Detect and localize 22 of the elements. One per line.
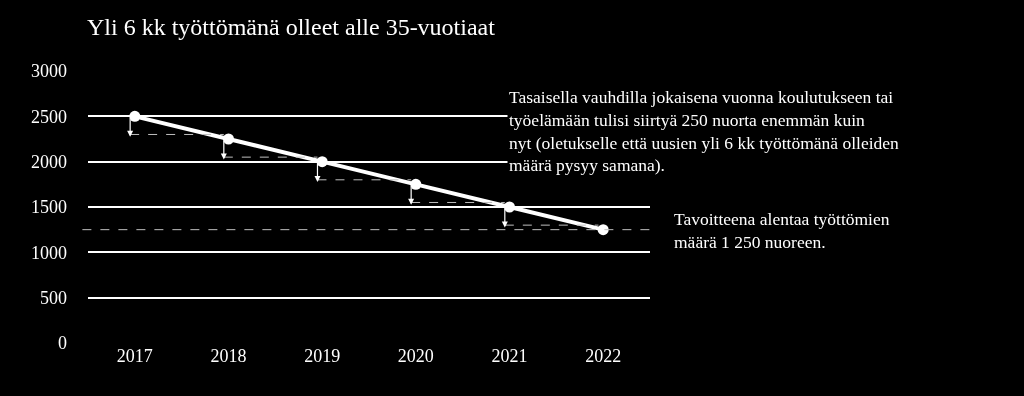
point <box>129 110 141 122</box>
point <box>597 224 609 236</box>
chart-title: Yli 6 kk työttömänä olleet alle 35-vuotiaat <box>87 13 496 40</box>
y-tick-label: 500 <box>40 287 67 308</box>
annotation: Tasaisella vauhdilla jokaisena vuonna koulutukseen tai työelämään tulisi siirtyä 250 nuorta enemmän kuin nyt (oletukselle että uusien yli 6 kk työttömänä olleiden määrä pysyy samana). <box>509 87 900 176</box>
x-tick-label: 2021 <box>491 346 528 366</box>
text: Tavoitteena alentaa työttömien määrä 1 250 nuoreen. <box>674 209 890 252</box>
y-tick-label: 2000 <box>31 151 67 172</box>
y-tick-label: 1000 <box>31 242 67 263</box>
x-tick-label: 2017 <box>116 346 153 366</box>
x-tick-label: 2019 <box>304 346 341 366</box>
x-tick-label: 2022 <box>585 346 622 366</box>
y-tick-label: 1500 <box>31 197 67 218</box>
x-tick-label: 2018 <box>210 346 247 366</box>
point <box>223 133 234 145</box>
point <box>410 178 422 190</box>
point <box>316 156 328 168</box>
point <box>504 201 515 213</box>
y-tick-label: 0 <box>58 333 67 354</box>
y-tick-label: 2500 <box>31 106 67 127</box>
x-tick-label: 2020 <box>397 346 434 366</box>
y-tick-label: 3000 <box>31 61 67 82</box>
